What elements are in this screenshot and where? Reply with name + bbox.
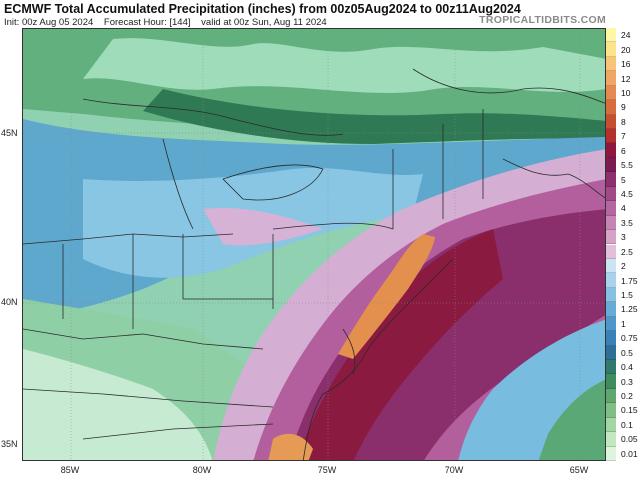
colorbar-cell xyxy=(606,172,616,187)
forecast-hour: Forecast Hour: [144] xyxy=(103,17,191,28)
maroon-axis xyxy=(295,229,503,460)
colorbar-level-label: 6 xyxy=(621,145,626,156)
colorbar-cell xyxy=(606,157,616,173)
colorbar-level-label: 3.5 xyxy=(621,217,633,228)
colorbar-level-label: 0.3 xyxy=(621,376,633,387)
colorbar-level-label: 0.2 xyxy=(621,391,633,402)
colorbar-cell xyxy=(606,345,616,360)
colorbar-cell xyxy=(606,71,616,86)
colorbar-cell xyxy=(606,244,616,259)
colorbar-level-label: 0.1 xyxy=(621,419,633,430)
colorbar-level-label: 7 xyxy=(621,131,626,142)
site-logo: TROPICALTIDBITS.COM xyxy=(479,14,606,26)
colorbar-cell xyxy=(606,85,616,101)
colorbar-cell xyxy=(606,56,616,72)
dark-green-streak xyxy=(143,89,605,144)
colorbar-cell xyxy=(606,331,616,346)
colorbar-level-label: 0.05 xyxy=(621,434,638,445)
southwest-light xyxy=(23,349,213,460)
colorbar-level-label: 0.5 xyxy=(621,347,633,358)
colorbar-cell xyxy=(606,287,616,303)
map-canvas xyxy=(23,29,605,460)
colorbar-cell xyxy=(606,432,616,447)
lon-label-85w: 85W xyxy=(60,465,80,475)
orange-south xyxy=(268,433,313,460)
colorbar-level-label: 1.5 xyxy=(621,290,633,301)
colorbar-level-label: 0.75 xyxy=(621,333,638,344)
lon-label-75w: 75W xyxy=(317,465,337,475)
colorbar-cell xyxy=(606,42,616,57)
colorbar-level-label: 0.01 xyxy=(621,448,638,459)
colorbar-level-label: 10 xyxy=(621,87,631,98)
colorbar-level-label: 20 xyxy=(621,44,631,55)
colorbar-level-label: 9 xyxy=(621,102,626,113)
colorbar-cell xyxy=(606,417,616,433)
colorbar-cell xyxy=(606,258,616,274)
lat-label-40n: 40N xyxy=(1,297,18,307)
colorbar-level-label: 16 xyxy=(621,59,631,70)
colorbar-level-label: 2.5 xyxy=(621,246,633,257)
lon-label-65w: 65W xyxy=(569,465,589,475)
colorbar-cell xyxy=(606,316,616,332)
colorbar-cell xyxy=(606,100,616,115)
colorbar-level-label: 12 xyxy=(621,73,631,84)
colorbar-cell xyxy=(606,114,616,130)
init-time: Init: 00z Aug 05 2024 xyxy=(4,17,94,28)
boundaries xyxy=(23,68,605,460)
colorbar-cell xyxy=(606,388,616,404)
lon-label-70w: 70W xyxy=(444,465,464,475)
colorbar-cell xyxy=(606,446,616,461)
valid-time: valid at 00z Sun, Aug 11 2024 xyxy=(201,17,327,28)
graticule xyxy=(23,29,605,460)
colorbar-cell xyxy=(606,403,616,418)
colorbar-cell xyxy=(606,201,616,216)
lat-label-35n: 35N xyxy=(1,439,18,449)
colorbar-cell xyxy=(606,302,616,317)
colorbar-level-label: 0.4 xyxy=(621,362,633,373)
colorbar-level-label: 5.5 xyxy=(621,160,633,171)
colorbar-level-label: 4 xyxy=(621,203,626,214)
colorbar-level-label: 4.5 xyxy=(621,188,633,199)
colorbar-cell xyxy=(606,129,616,144)
colorbar-cell xyxy=(606,28,616,43)
colorbar-cell xyxy=(606,230,616,245)
colorbar-cell xyxy=(606,143,616,158)
colorbar-cell xyxy=(606,186,616,202)
colorbar-level-label: 2 xyxy=(621,261,626,272)
colorbar-cell xyxy=(606,374,616,389)
colorbar-level-label: 24 xyxy=(621,30,631,41)
colorbar-level-label: 5 xyxy=(621,174,626,185)
orange-max xyxy=(338,234,435,359)
colorbar-cell xyxy=(606,359,616,375)
map-subtitle: Init: 00z Aug 05 2024 Forecast Hour: [14… xyxy=(4,17,335,28)
colorbar-cell xyxy=(606,273,616,288)
lat-label-45n: 45N xyxy=(1,128,18,138)
colorbar-level-label: 8 xyxy=(621,116,626,127)
colorbar-cell xyxy=(606,215,616,231)
lavender-patch xyxy=(203,208,323,246)
colorbar xyxy=(606,28,616,461)
colorbar-level-label: 1.75 xyxy=(621,275,638,286)
colorbar-level-label: 0.15 xyxy=(621,405,638,416)
lon-label-80w: 80W xyxy=(192,465,212,475)
map-title: ECMWF Total Accumulated Precipitation (i… xyxy=(4,2,521,16)
colorbar-level-label: 1.25 xyxy=(621,304,638,315)
precipitation-map xyxy=(22,28,606,461)
ocean-green xyxy=(538,379,605,460)
colorbar-level-label: 3 xyxy=(621,232,626,243)
north-light-patches xyxy=(83,38,605,93)
colorbar-level-label: 1 xyxy=(621,318,626,329)
